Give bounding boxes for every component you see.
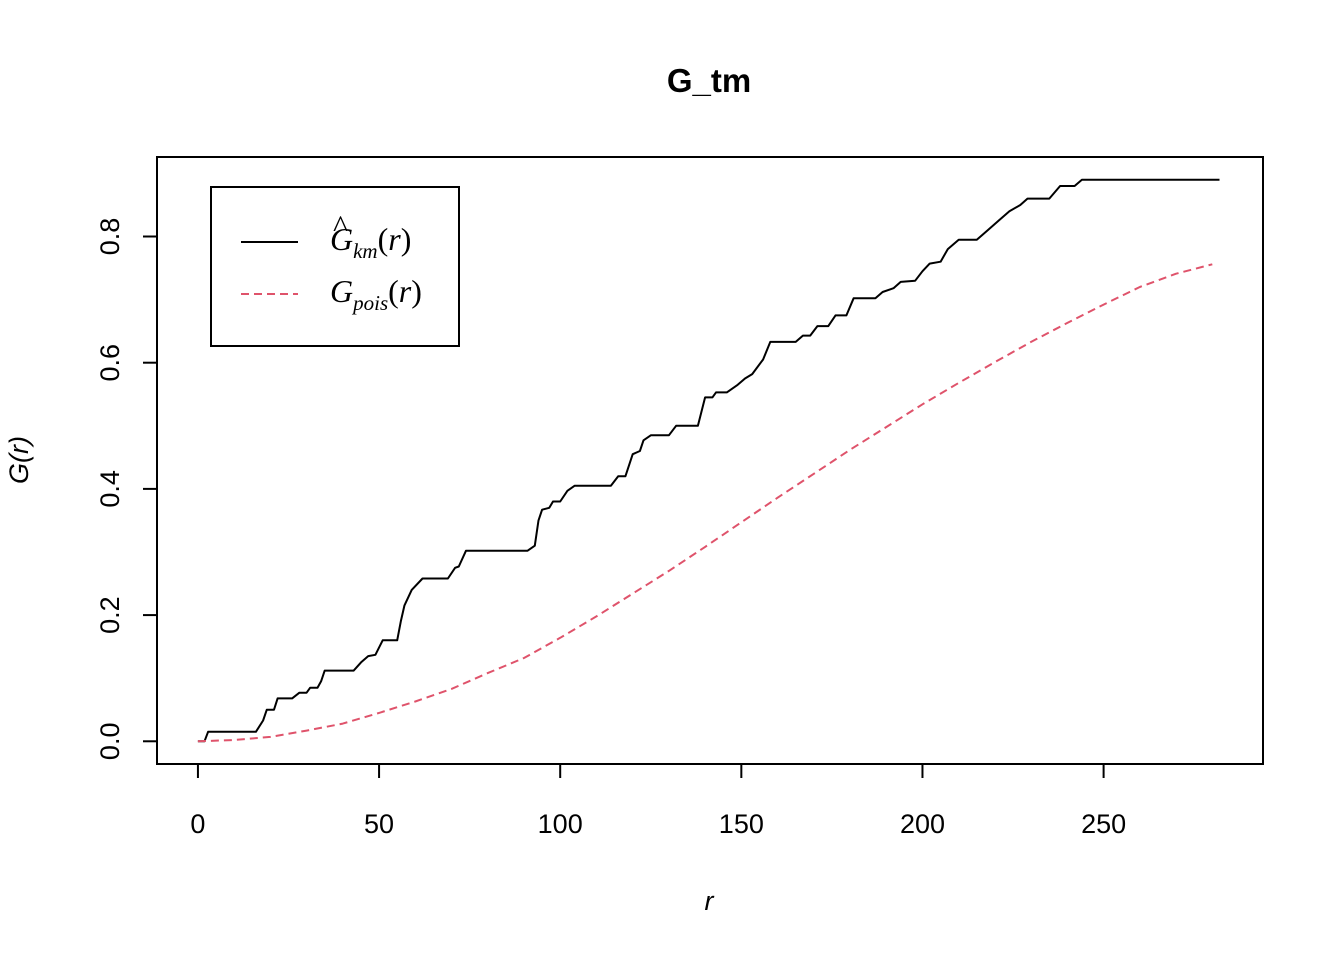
x-tick-label: 150 <box>719 809 764 839</box>
x-tick-label: 0 <box>190 809 205 839</box>
legend-box <box>210 186 460 347</box>
y-tick-label: 0.8 <box>95 218 125 256</box>
y-tick-label: 0.6 <box>95 344 125 382</box>
x-tick-label: 250 <box>1081 809 1126 839</box>
series-line-gkm <box>197 178 1220 743</box>
series-layer <box>197 178 1220 743</box>
legend-hat: ^ <box>333 208 348 244</box>
y-tick-label: 0.0 <box>95 723 125 761</box>
legend-label: Gkm(r) <box>330 221 411 263</box>
y-axis-label: G(r) <box>4 436 34 484</box>
series-line-gpois <box>197 263 1213 743</box>
y-axis: 0.0 0.2 0.4 0.6 0.8 <box>95 218 158 761</box>
x-tick-label: 100 <box>538 809 583 839</box>
x-tick-label: 200 <box>900 809 945 839</box>
chart-title: G_tm <box>667 62 751 99</box>
legend-label: Gpois(r) <box>330 273 422 315</box>
y-tick-label: 0.4 <box>95 470 125 508</box>
y-tick-label: 0.2 <box>95 596 125 634</box>
legend: Gkm(r)^ Gpois(r) <box>210 186 460 347</box>
x-tick-label: 50 <box>364 809 394 839</box>
x-axis-label: r <box>705 886 715 916</box>
x-axis: 0 50 100 150 200 250 <box>190 763 1126 839</box>
